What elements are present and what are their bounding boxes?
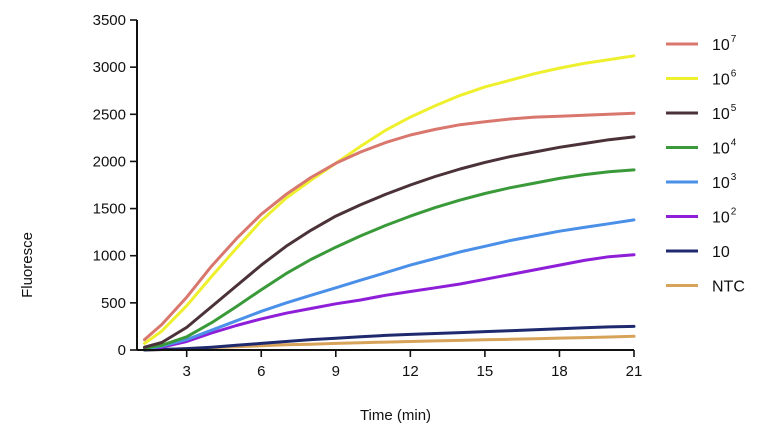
legend-label-base: 10 [712, 141, 730, 158]
y-tick-label: 2500 [93, 106, 126, 123]
y-tick-label: 3000 [93, 59, 126, 76]
x-tick-label: 9 [332, 363, 340, 380]
legend-label-exponent: 7 [731, 34, 737, 45]
series-layer [143, 54, 636, 352]
legend-label: NTC [712, 279, 745, 296]
legend-label: 10 [712, 244, 730, 261]
series-line-10-e4 [143, 168, 636, 350]
x-tick-label: 3 [183, 363, 191, 380]
legend-label-exponent: 4 [731, 138, 737, 149]
series-line-10-e7 [143, 111, 636, 342]
legend-label-base: 10 [712, 72, 730, 89]
y-tick-label: 1000 [93, 248, 126, 265]
series-line-10-e2 [143, 253, 636, 351]
x-tick-label: 6 [257, 363, 265, 380]
x-tick-label: 18 [551, 363, 568, 380]
legend-label: 102 [712, 207, 737, 227]
legend-item: 105 [666, 103, 737, 123]
legend-label: 104 [712, 138, 737, 158]
y-tick-label: 3500 [93, 12, 126, 29]
series-line-10-e5 [143, 135, 636, 349]
legend-item: 10 [666, 244, 730, 261]
legend-label-base: 10 [712, 106, 730, 123]
legend-item: 107 [666, 34, 737, 54]
legend-label-base: 10 [712, 210, 730, 227]
x-axis-title: Time (min) [360, 407, 431, 424]
legend-item: 102 [666, 207, 737, 227]
legend-label: 105 [712, 103, 737, 123]
legend-label: 106 [712, 69, 737, 89]
y-axis-title: Fluoresce [19, 232, 36, 298]
legend-item: 104 [666, 138, 737, 158]
x-tick-label: 15 [477, 363, 494, 380]
series-line-10-e3 [143, 218, 636, 351]
y-tick-label: 0 [118, 342, 126, 359]
legend-label-exponent: 2 [731, 207, 737, 218]
legend-label-base: NTC [712, 279, 745, 296]
legend-label-exponent: 6 [731, 69, 737, 80]
axes-layer [136, 20, 634, 351]
x-tick-label: 12 [402, 363, 419, 380]
legend-item: NTC [666, 279, 745, 296]
legend-label-exponent: 3 [731, 172, 737, 183]
ticks-layer: 0 500 1000 1500 2000 2500 3000 3500 3 6 9 12 15 18 21 [93, 12, 643, 380]
x-tick-label: 21 [626, 363, 643, 380]
y-tick-label: 1500 [93, 201, 126, 218]
legend-item: 103 [666, 172, 737, 192]
legend-label-exponent: 5 [731, 103, 737, 114]
y-tick-label: 2000 [93, 153, 126, 170]
legend-label: 107 [712, 34, 737, 54]
legend-item: 106 [666, 69, 737, 89]
legend-label-base: 10 [712, 244, 730, 261]
legend-label-base: 10 [712, 175, 730, 192]
series-line-10 [143, 324, 636, 352]
legend-label: 103 [712, 172, 737, 192]
series-line-10-e6 [143, 54, 636, 345]
y-tick-label: 500 [101, 295, 126, 312]
legend-label-base: 10 [712, 37, 730, 54]
